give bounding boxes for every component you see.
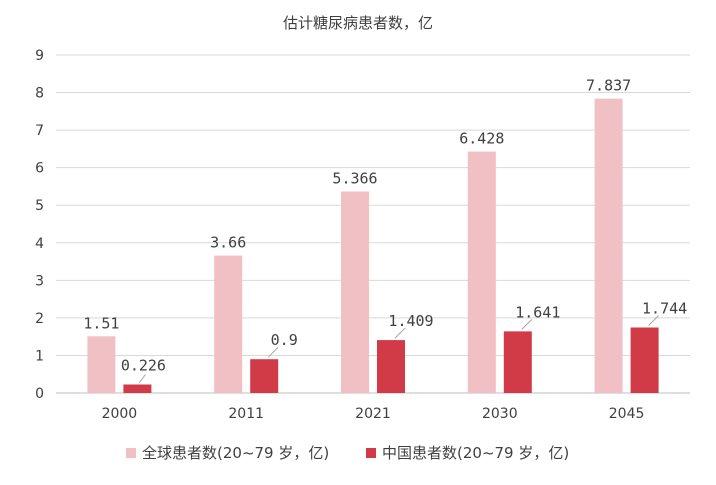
y-tick-label: 7 (35, 123, 44, 139)
data-label-global: 3.66 (210, 234, 246, 252)
bar-china (630, 327, 659, 393)
y-tick-label: 0 (35, 386, 44, 402)
legend-swatch-global (126, 448, 136, 458)
leader-line (521, 319, 533, 330)
data-label-china: 0.226 (121, 357, 166, 375)
y-tick-label: 5 (35, 198, 44, 214)
x-tick-label: 2021 (355, 406, 391, 422)
x-tick-label: 2000 (102, 406, 138, 422)
leader-line (648, 315, 659, 326)
x-tick-label: 2011 (228, 406, 264, 422)
x-axis-ticks: 2000 2011 2021 2030 2045 (102, 406, 645, 422)
y-tick-label: 8 (35, 86, 44, 102)
x-tick-label: 2030 (482, 406, 518, 422)
data-label-china: 1.641 (515, 303, 560, 321)
y-tick-label: 6 (35, 161, 44, 177)
data-label-china: 1.744 (642, 300, 687, 318)
legend: 全球患者数(20~79 岁，亿) 中国患者数(20~79 岁，亿) (126, 444, 569, 462)
bar-global (214, 255, 243, 393)
gridlines (56, 54, 690, 394)
legend-swatch-china (366, 448, 376, 458)
bar-global (341, 191, 369, 393)
legend-label-global: 全球患者数(20~79 岁，亿) (142, 444, 329, 462)
chart-title: 估计糖尿病患者数，亿 (283, 14, 433, 32)
x-tick-label: 2045 (609, 406, 645, 422)
y-tick-label: 1 (35, 348, 44, 364)
label-leader-lines (138, 315, 659, 383)
y-axis-ticks: 0 1 2 3 4 5 6 7 8 9 (35, 48, 44, 402)
y-tick-label: 3 (35, 273, 44, 289)
bar-global (467, 151, 496, 393)
data-label-global: 5.366 (332, 169, 377, 187)
legend-label-china: 中国患者数(20~79 岁，亿) (382, 444, 569, 462)
y-tick-label: 4 (35, 236, 44, 252)
bar-china (377, 340, 405, 393)
leader-line (394, 327, 406, 339)
data-label-global: 6.428 (459, 130, 504, 148)
y-tick-label: 2 (35, 311, 44, 327)
data-label-china: 0.9 (271, 331, 298, 349)
bar-china (503, 331, 532, 393)
bar-global (594, 98, 623, 393)
leader-line (138, 374, 146, 383)
data-label-china: 1.409 (388, 312, 433, 330)
bars (87, 98, 659, 393)
bar-global (87, 336, 116, 393)
leader-line (267, 346, 279, 358)
data-labels: 1.51 0.226 3.66 0.9 5.366 1.409 6.428 1.641 7.83… (83, 77, 687, 375)
data-label-global: 7.837 (586, 77, 631, 95)
data-label-global: 1.51 (83, 314, 119, 332)
y-tick-label: 9 (35, 48, 44, 64)
bar-china (250, 359, 279, 393)
bar-china (123, 384, 152, 393)
